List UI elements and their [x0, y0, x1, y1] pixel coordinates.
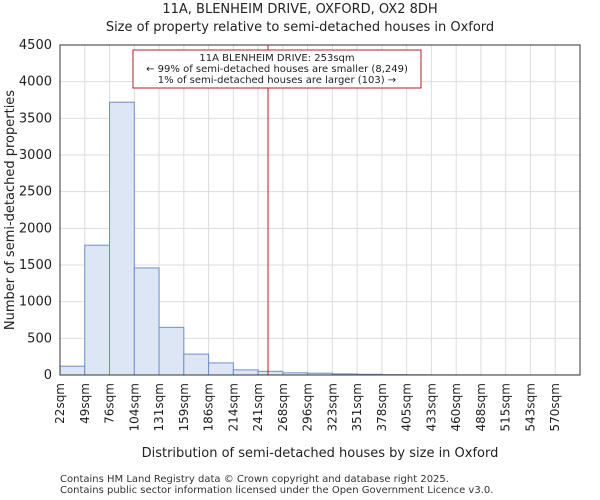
x-tick-label: 241sqm — [251, 383, 265, 431]
x-tick-label: 296sqm — [301, 383, 315, 431]
x-tick-label: 488sqm — [474, 383, 488, 431]
annotation-text: 11A BLENHEIM DRIVE: 253sqm — [199, 53, 354, 64]
x-tick-label: 570sqm — [548, 383, 562, 431]
histogram-bar — [257, 370, 284, 376]
x-tick-label: 543sqm — [523, 383, 537, 431]
y-tick-label: 3000 — [19, 148, 52, 163]
histogram-bar — [232, 369, 259, 376]
y-tick-label: 3500 — [19, 111, 52, 126]
histogram-bar — [158, 326, 185, 376]
y-tick-label: 1000 — [19, 295, 52, 310]
y-tick-label: 1500 — [19, 258, 52, 273]
x-tick-label: 351sqm — [350, 383, 364, 431]
annotation-text: 1% of semi-detached houses are larger (1… — [158, 75, 396, 86]
histogram-bar — [133, 267, 160, 376]
chart-subtitle: Size of property relative to semi-detach… — [105, 20, 495, 35]
x-tick-label: 104sqm — [127, 383, 141, 431]
x-tick-label: 323sqm — [325, 383, 339, 431]
annotation-box — [132, 49, 422, 89]
x-tick-label: 22sqm — [53, 383, 67, 424]
annotation-text: ← 99% of semi-detached houses are smalle… — [146, 64, 408, 75]
histogram-bar — [84, 244, 111, 376]
histogram-bar — [183, 353, 210, 376]
x-tick-label: 159sqm — [177, 383, 191, 431]
x-tick-label: 515sqm — [499, 383, 513, 431]
x-tick-label: 460sqm — [449, 383, 463, 431]
footer-line-1: Contains HM Land Registry data © Crown c… — [60, 474, 449, 485]
y-tick-label: 4000 — [19, 75, 52, 90]
footer-line-2: Contains public sector information licen… — [60, 485, 494, 496]
y-tick-label: 4500 — [19, 38, 52, 53]
x-tick-label: 186sqm — [202, 383, 216, 431]
x-tick-label: 214sqm — [226, 383, 240, 431]
plot-frame — [59, 44, 581, 376]
chart-title: 11A, BLENHEIM DRIVE, OXFORD, OX2 8DH — [162, 2, 438, 17]
histogram-bar — [109, 101, 135, 376]
y-tick-label: 0 — [44, 368, 52, 383]
y-tick-label: 2000 — [19, 221, 52, 236]
x-axis-label: Distribution of semi-detached houses by … — [142, 446, 499, 461]
x-tick-label: 49sqm — [78, 383, 92, 424]
y-tick-label: 2500 — [19, 185, 52, 200]
x-tick-label: 268sqm — [276, 383, 290, 431]
histogram-bar — [59, 365, 86, 376]
y-axis-label: Number of semi-detached properties — [3, 90, 18, 330]
x-tick-label: 433sqm — [424, 383, 438, 431]
histogram-bar — [208, 362, 234, 376]
x-tick-label: 131sqm — [152, 383, 166, 431]
x-tick-label: 76sqm — [103, 383, 117, 424]
x-tick-label: 378sqm — [375, 383, 389, 431]
x-tick-label: 405sqm — [400, 383, 414, 431]
y-tick-label: 500 — [27, 331, 52, 346]
